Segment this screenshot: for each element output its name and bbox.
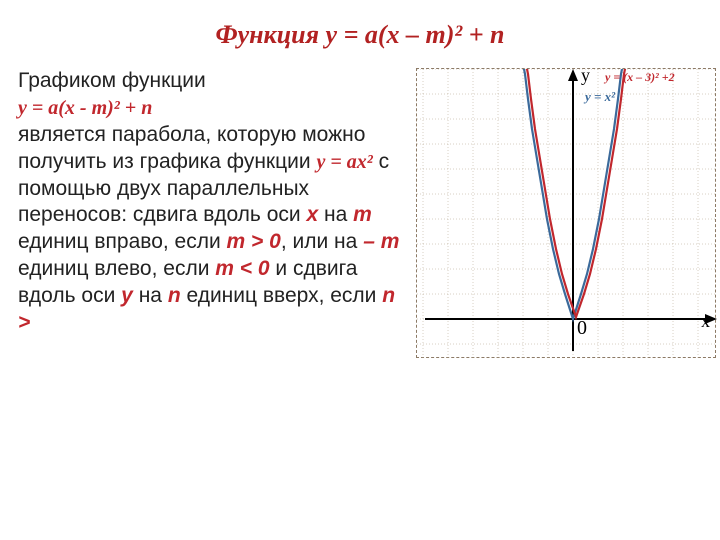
text: на: [133, 284, 168, 307]
grid: [417, 69, 717, 359]
cond-m-pos: m > 0: [227, 230, 281, 253]
y-axis-label: y: [581, 65, 590, 86]
cond-m-neg: m < 0: [215, 257, 269, 280]
y-arrow-icon: [568, 69, 578, 81]
origin-label: 0: [577, 317, 587, 340]
content-row: Графиком функции y = a(x - m)² + n являе…: [0, 68, 720, 337]
var-n: n: [168, 284, 181, 307]
text: единиц влево, если: [18, 257, 215, 280]
text: является парабола, которую можно получит…: [18, 123, 365, 173]
formula-main: y = a(x - m)² + n: [18, 97, 152, 119]
neg-m: – m: [363, 230, 399, 253]
legend-blue: y = x²: [585, 89, 615, 105]
var-m: m: [353, 203, 372, 226]
text: единиц вправо, если: [18, 230, 227, 253]
parabola-red: [526, 69, 626, 317]
text: на: [318, 203, 353, 226]
formula-base: y = ax²: [316, 151, 372, 173]
text: , или на: [281, 230, 363, 253]
graph-panel: y x 0 y = (x – 3)² +2 y = x²: [408, 68, 702, 337]
page-title: Функция y = a(x – m)² + n: [0, 0, 720, 68]
x-axis-label: x: [701, 311, 710, 332]
graph-svg: [417, 69, 717, 359]
var-y: y: [121, 284, 133, 307]
description-text: Графиком функции y = a(x - m)² + n являе…: [18, 68, 408, 337]
legend-red: y = (x – 3)² +2: [605, 70, 675, 85]
text: единиц вверх, если: [181, 284, 383, 307]
graph-box: y x 0 y = (x – 3)² +2 y = x²: [416, 68, 716, 358]
text: Графиком функции: [18, 69, 206, 92]
var-x: x: [306, 203, 318, 226]
